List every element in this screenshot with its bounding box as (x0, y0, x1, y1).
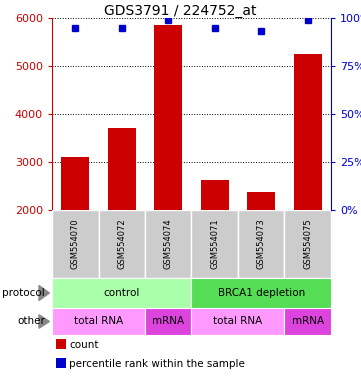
Text: GSM554072: GSM554072 (117, 218, 126, 269)
Bar (284, 308, 331, 335)
Text: control: control (104, 288, 140, 298)
Text: mRNA: mRNA (152, 316, 184, 326)
Polygon shape (39, 285, 49, 301)
Text: GSM554074: GSM554074 (164, 218, 173, 269)
Text: mRNA: mRNA (292, 316, 324, 326)
Bar (52, 278, 191, 308)
Bar (191, 308, 284, 335)
Bar (52, 210, 99, 278)
Bar (191, 278, 331, 308)
Bar (238, 210, 284, 278)
Bar (191, 210, 238, 278)
Bar (108, 128, 136, 210)
Text: percentile rank within the sample: percentile rank within the sample (69, 359, 245, 369)
Text: other: other (17, 316, 45, 326)
Bar (154, 25, 182, 210)
Bar (61, 157, 89, 210)
Bar (201, 180, 229, 210)
Bar (294, 54, 322, 210)
Text: GSM554071: GSM554071 (210, 218, 219, 269)
Text: GSM554073: GSM554073 (257, 218, 266, 269)
Bar (145, 210, 191, 278)
Text: total RNA: total RNA (213, 316, 262, 326)
Bar (99, 210, 145, 278)
Text: BRCA1 depletion: BRCA1 depletion (218, 288, 305, 298)
Text: count: count (69, 340, 99, 350)
Text: GSM554075: GSM554075 (303, 218, 312, 269)
Bar (52, 308, 145, 335)
Text: GSM554070: GSM554070 (71, 218, 80, 269)
Text: protocol: protocol (2, 288, 45, 298)
Polygon shape (39, 315, 49, 328)
Bar (247, 192, 275, 210)
Text: GDS3791 / 224752_at: GDS3791 / 224752_at (104, 4, 257, 18)
Bar (284, 210, 331, 278)
Text: total RNA: total RNA (74, 316, 123, 326)
Bar (145, 308, 191, 335)
